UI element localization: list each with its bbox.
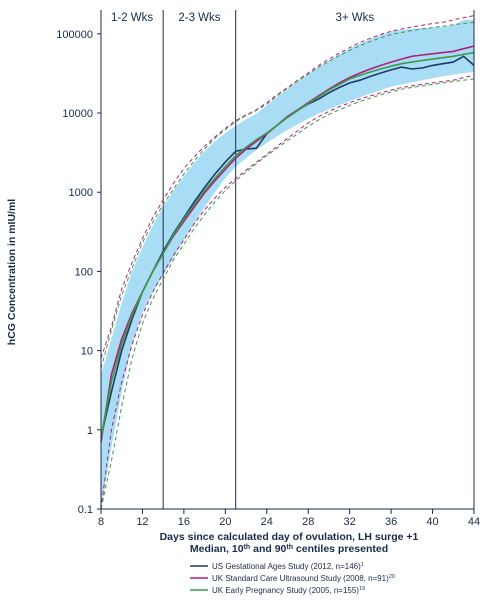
- legend-ref-uk-standard-care: 20: [389, 574, 395, 580]
- legend-ref-uk-early-pregnancy: 19: [359, 586, 365, 592]
- phase-label-3-wks: 3+ Wks: [336, 12, 375, 24]
- series-3-p90-line: [100, 21, 475, 369]
- phase-divider-layer: [162, 10, 237, 509]
- y-tick-label-5: 10000: [62, 108, 93, 120]
- x-axis-subtitle-sup1: th: [244, 544, 251, 551]
- x-axis-subtitle-part2: and 90: [250, 543, 286, 555]
- y-tick-label-2: 10: [81, 346, 93, 358]
- y-tick-label-1: 1: [87, 425, 93, 437]
- x-tick-label-8: 8: [98, 516, 104, 528]
- x-tick-label-16: 16: [178, 516, 190, 528]
- x-tick-label-40: 40: [426, 516, 438, 528]
- x-axis-subtitle-part3: centiles presented: [293, 543, 388, 555]
- x-tick-label-24: 24: [261, 516, 273, 528]
- y-tick-label-4: 1000: [69, 187, 93, 199]
- y-tick-label-3: 100: [75, 266, 93, 278]
- legend-name-uk-early-pregnancy: UK Early Pregnancy Study (2005, n=155): [212, 586, 359, 595]
- x-axis-title: Days since calculated day of ovulation, …: [160, 531, 419, 543]
- phase-label-2-3-wks: 2-3 Wks: [178, 12, 220, 24]
- legend-label-us-gestational: US Gestational Ages Study (2012, n=146)1: [212, 562, 364, 571]
- y-axis-title: hCG Concentration in mIU/ml: [6, 199, 18, 346]
- y-tick-label-6: 100000: [56, 29, 93, 41]
- x-tick-label-12: 12: [136, 516, 148, 528]
- legend-label-uk-early-pregnancy: UK Early Pregnancy Study (2005, n=155)19: [212, 586, 365, 595]
- axis-layer: 8 12 16 20 24 28 32 36 40 44 0.1 1 10 100 1000 10000 100…: [56, 10, 480, 528]
- legend-name-uk-standard-care: UK Standard Care Ultrasound Study (2008,…: [212, 574, 389, 583]
- series-2-p10-line: [100, 74, 475, 510]
- legend-label-uk-standard-care: UK Standard Care Ultrasound Study (2008,…: [212, 574, 395, 583]
- phase-label-1-2-wks: 1-2 Wks: [111, 12, 153, 24]
- x-axis-subtitle: Median, 10th and 90th centiles presented: [190, 543, 388, 555]
- x-tick-label-44: 44: [468, 516, 480, 528]
- x-tick-label-36: 36: [385, 516, 397, 528]
- x-axis-subtitle-part1: Median, 10: [190, 543, 244, 555]
- y-tick-label-0: 0.1: [78, 504, 93, 516]
- x-tick-label-28: 28: [302, 516, 314, 528]
- phase-label-layer: 1-2 Wks 2-3 Wks 3+ Wks: [111, 12, 374, 24]
- legend-name-us-gestational: US Gestational Ages Study (2012, n=146): [212, 562, 361, 571]
- series-3-p10-line: [100, 78, 475, 510]
- series-3-median-line: [100, 51, 475, 438]
- x-axis-subtitle-sup2: th: [286, 544, 293, 551]
- series-2-p90-line: [100, 15, 475, 359]
- legend-ref-us-gestational: 1: [361, 562, 364, 568]
- legend: US Gestational Ages Study (2012, n=146)1…: [190, 562, 395, 595]
- series-layer: [100, 15, 475, 510]
- x-tick-label-20: 20: [219, 516, 231, 528]
- x-tick-label-32: 32: [344, 516, 356, 528]
